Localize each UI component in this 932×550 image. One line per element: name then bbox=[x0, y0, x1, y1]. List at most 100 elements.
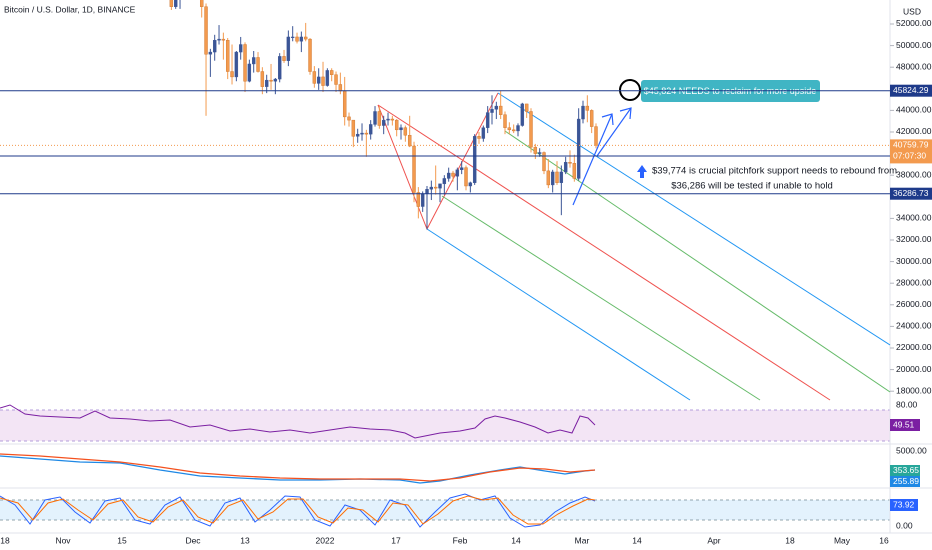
y-tick-label: 38000.00 bbox=[896, 169, 932, 179]
x-tick-label: 13 bbox=[240, 535, 250, 545]
candle-body bbox=[425, 189, 429, 194]
candle-body bbox=[442, 178, 447, 185]
candle-body bbox=[238, 44, 243, 53]
annotation: $39,774 is crucial pitchfork support nee… bbox=[652, 166, 897, 177]
pitchfork-median bbox=[377, 104, 831, 401]
candle-body bbox=[295, 36, 299, 42]
candle-body bbox=[390, 118, 395, 121]
candle-body bbox=[316, 76, 321, 84]
level-label: 45824.29 bbox=[893, 85, 929, 95]
candle-body bbox=[290, 36, 295, 38]
pitchfork-upper bbox=[497, 92, 891, 346]
candle-body bbox=[360, 132, 364, 135]
pitchfork-handle bbox=[377, 92, 499, 231]
candle-body bbox=[273, 78, 278, 82]
candle-body bbox=[585, 105, 590, 111]
candle-body bbox=[498, 105, 503, 115]
candle-body bbox=[347, 116, 351, 121]
candle-body bbox=[416, 192, 421, 207]
candle-body bbox=[507, 127, 512, 131]
candle-body bbox=[490, 109, 494, 113]
y-tick-label: 50000.00 bbox=[896, 40, 932, 50]
candle-body bbox=[282, 56, 286, 61]
candle-body bbox=[529, 111, 533, 148]
candle-body bbox=[303, 36, 308, 40]
y-tick-label: 20000.00 bbox=[896, 364, 932, 374]
stoch-tick: 0.00 bbox=[896, 520, 913, 530]
candle-body bbox=[230, 71, 234, 78]
x-tick-label: 16 bbox=[879, 535, 889, 545]
candle-body bbox=[243, 44, 247, 82]
candle-body bbox=[524, 103, 529, 112]
macd-badge bbox=[890, 465, 920, 476]
candle-body bbox=[516, 125, 520, 132]
candle-body bbox=[468, 182, 473, 187]
stoch-band bbox=[0, 500, 890, 520]
candle-body bbox=[169, 0, 174, 7]
x-tick-label: 18 bbox=[0, 535, 10, 545]
stoch-d bbox=[0, 495, 596, 525]
highlight-circle bbox=[619, 79, 641, 101]
candle-body bbox=[355, 133, 360, 137]
x-tick-label: Dec bbox=[185, 535, 201, 545]
hand-arrows bbox=[572, 107, 632, 206]
rsi-badge bbox=[890, 419, 920, 431]
candle-body bbox=[511, 129, 516, 132]
stoch-k bbox=[0, 493, 596, 528]
y-tick-label: 24000.00 bbox=[896, 321, 932, 331]
x-tick-label: Mar bbox=[575, 535, 590, 545]
candle-body bbox=[204, 6, 208, 55]
candle-body bbox=[542, 152, 546, 172]
chart-title: Bitcoin / U.S. Dollar, 1D, BINANCE bbox=[4, 4, 136, 14]
candle-body bbox=[589, 110, 594, 127]
candle-body bbox=[472, 136, 477, 183]
pitchfork-inner-lower bbox=[441, 195, 761, 401]
y-tick-label: 42000.00 bbox=[896, 126, 932, 136]
macd-value: 353.65 bbox=[893, 465, 919, 475]
candle-body bbox=[481, 127, 486, 139]
x-tick-label: 17 bbox=[391, 535, 401, 545]
candle-body bbox=[199, 0, 204, 7]
candle-body bbox=[451, 172, 455, 177]
candle-body bbox=[394, 119, 399, 131]
candle-body bbox=[459, 167, 464, 170]
candle-body bbox=[563, 162, 568, 173]
candle-body bbox=[334, 74, 338, 85]
x-tick-label: 15 bbox=[117, 535, 127, 545]
candle-body bbox=[403, 127, 408, 136]
y-tick-label: 18000.00 bbox=[896, 385, 932, 395]
candle-body bbox=[260, 71, 265, 87]
level-badge bbox=[890, 84, 932, 97]
x-tick-label: 2022 bbox=[316, 535, 335, 545]
arrow-line bbox=[572, 113, 613, 206]
candle-body bbox=[503, 114, 507, 128]
x-tick-label: Feb bbox=[453, 535, 468, 545]
candle-body bbox=[351, 119, 356, 137]
candle-body bbox=[286, 36, 291, 61]
candle-body bbox=[234, 51, 239, 78]
y-tick-label: 52000.00 bbox=[896, 18, 932, 28]
candle-body bbox=[594, 126, 598, 146]
x-tick-label: 14 bbox=[511, 535, 521, 545]
candle-body bbox=[407, 135, 412, 147]
up-arrow-icon bbox=[637, 165, 647, 178]
x-tick-label: 18 bbox=[785, 535, 795, 545]
candle-body bbox=[381, 119, 386, 126]
candle-body bbox=[321, 76, 325, 86]
stoch-value: 73.92 bbox=[893, 499, 915, 509]
signal-value: 255.89 bbox=[893, 476, 919, 486]
candle-body bbox=[533, 146, 538, 154]
candle-body bbox=[429, 186, 434, 190]
candle-body bbox=[550, 171, 555, 186]
y-tick-label: 44000.00 bbox=[896, 105, 932, 115]
candle-body bbox=[264, 79, 269, 87]
candle-body bbox=[325, 70, 330, 86]
y-tick-label: 34000.00 bbox=[896, 213, 932, 223]
candle-body bbox=[277, 56, 282, 80]
candle-body bbox=[572, 163, 577, 179]
price-badge bbox=[890, 139, 932, 164]
candle-body bbox=[373, 111, 377, 125]
candle-body bbox=[364, 132, 369, 135]
currency: USD bbox=[903, 6, 921, 16]
rsi-band bbox=[0, 410, 890, 441]
